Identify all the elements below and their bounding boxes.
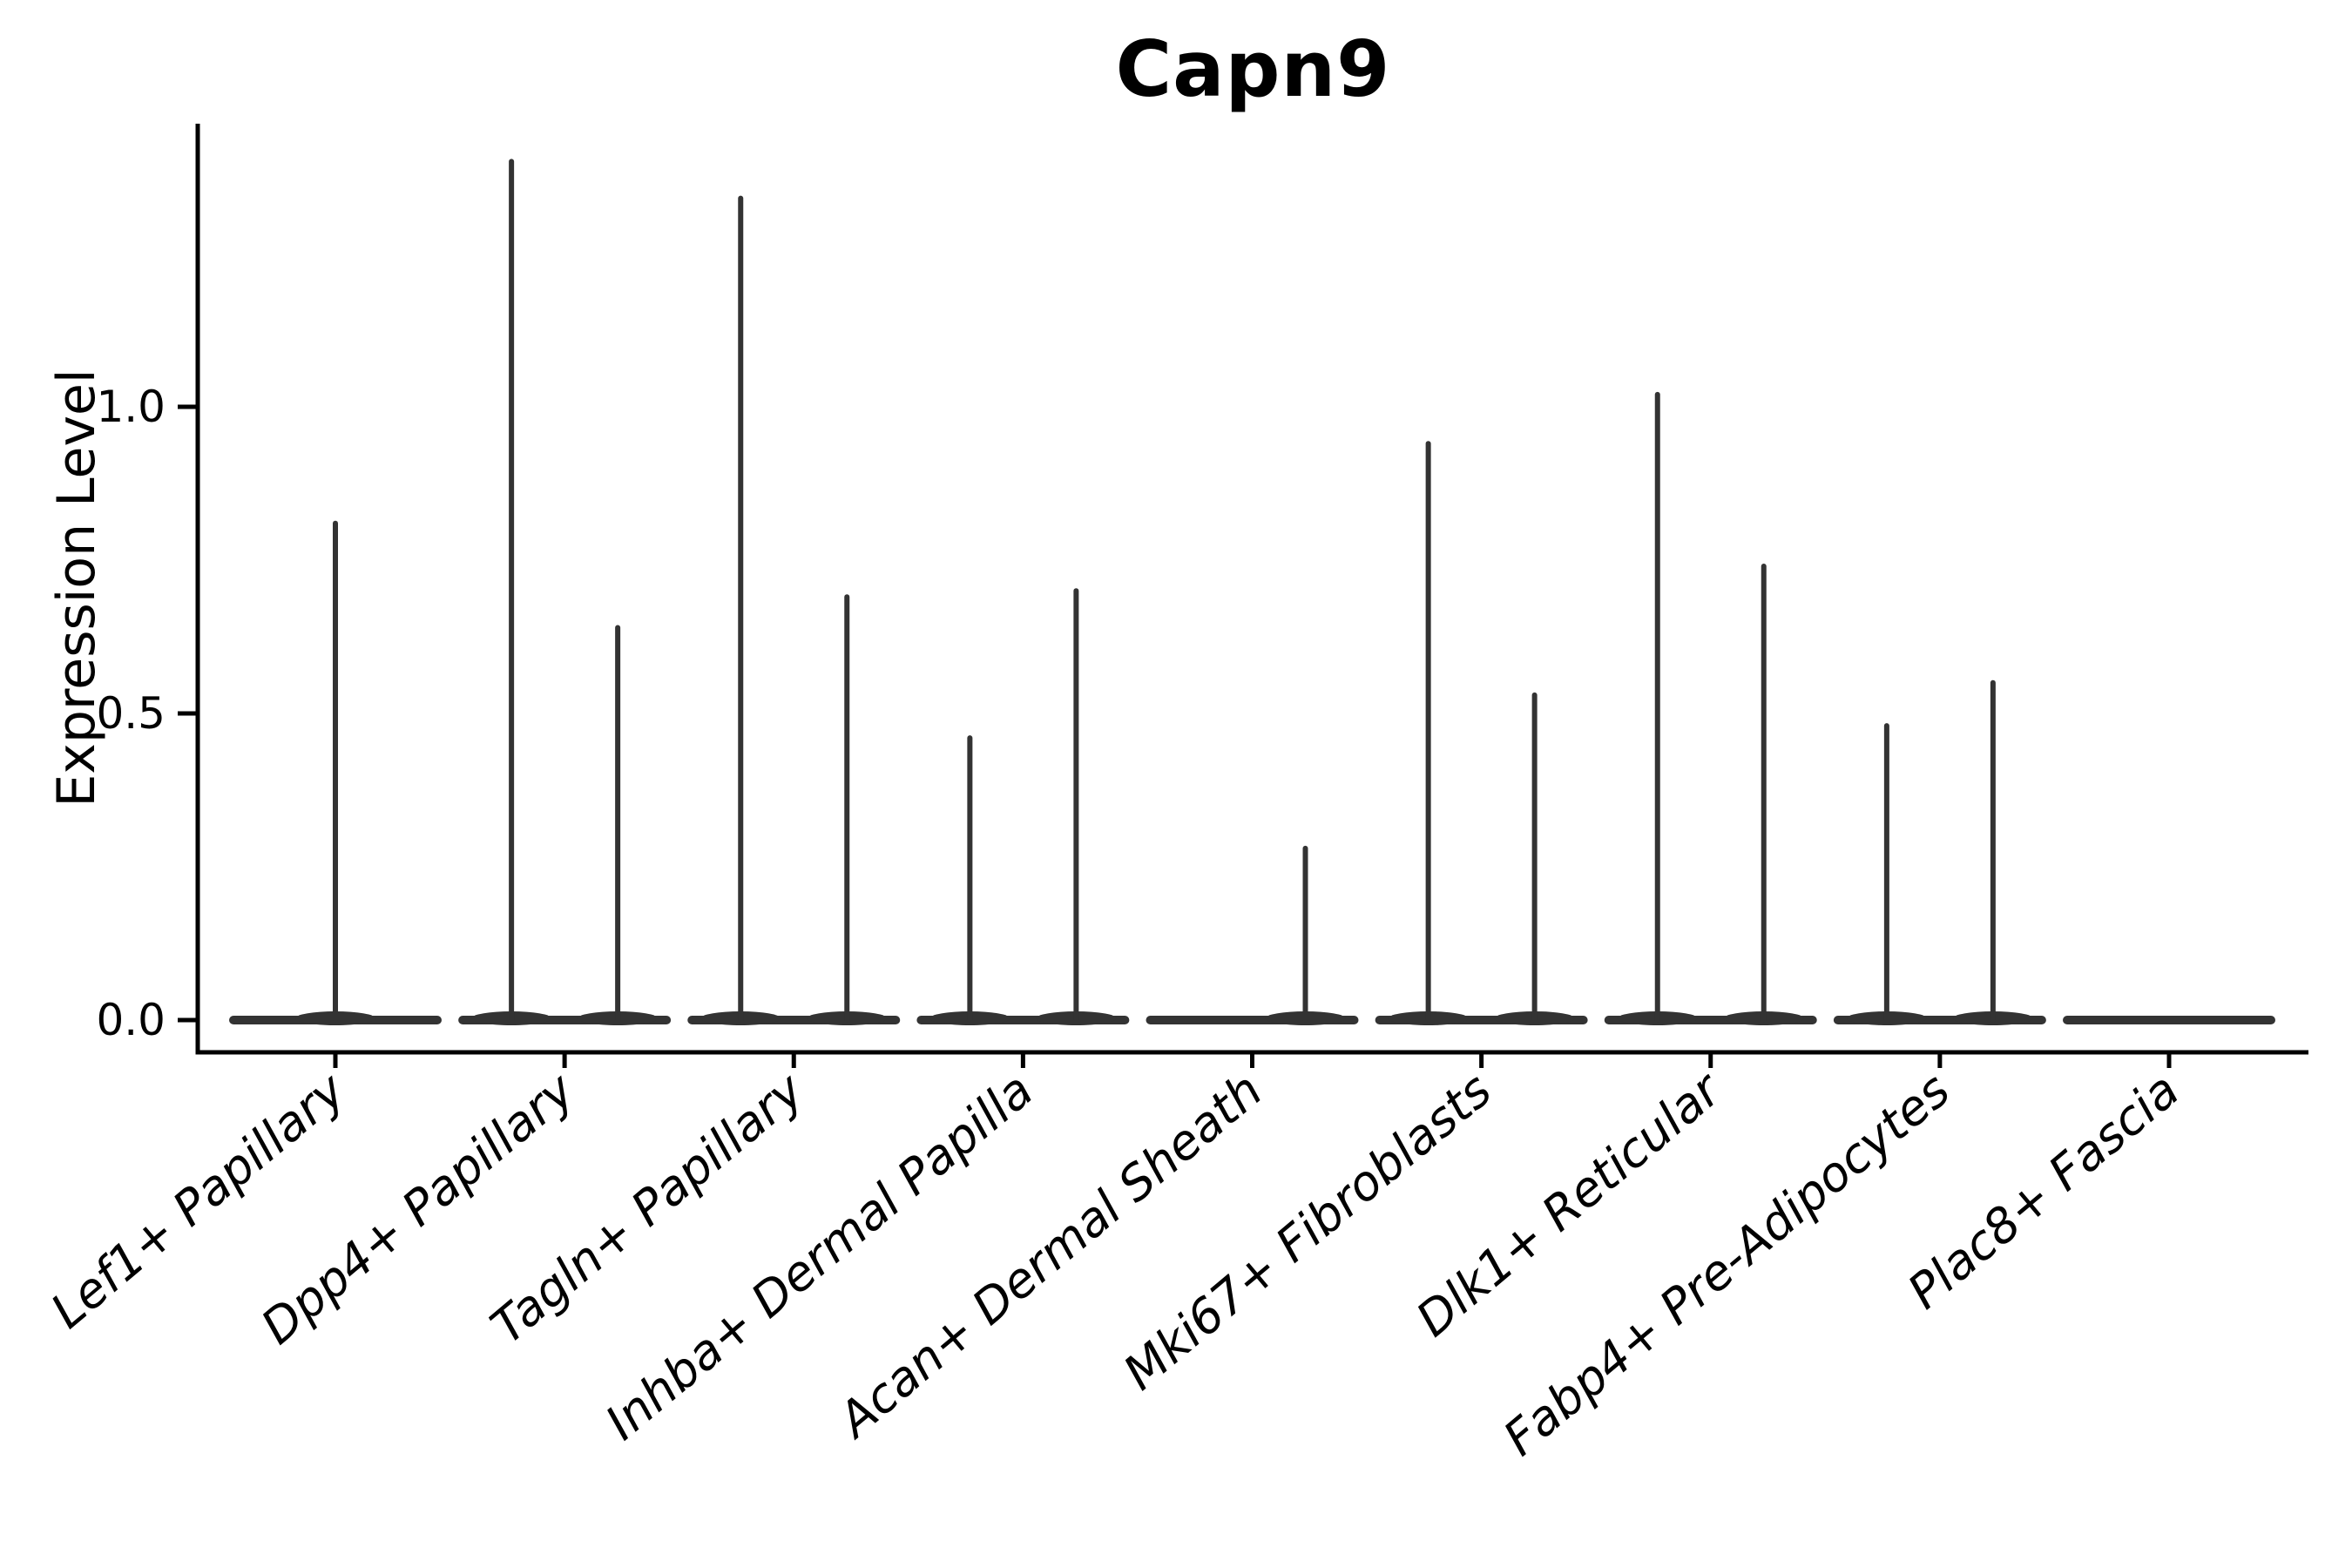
x-tick-label: Inhba+ Dermal Papilla [595, 1062, 1044, 1450]
y-tick-label: 1.0 [96, 382, 166, 432]
x-tick-label: Mki67+ Fibroblasts [1113, 1062, 1502, 1401]
x-tick-label: Fabp4+ Pre-Adipocytes [1493, 1062, 1960, 1467]
violin-body [2063, 1016, 2275, 1024]
y-tick-label: 0.0 [96, 995, 166, 1045]
chart-title: Capn9 [1115, 24, 1391, 114]
y-tick-label: 0.5 [96, 688, 166, 739]
x-tick-label: Acan+ Dermal Sheath [826, 1062, 1273, 1450]
